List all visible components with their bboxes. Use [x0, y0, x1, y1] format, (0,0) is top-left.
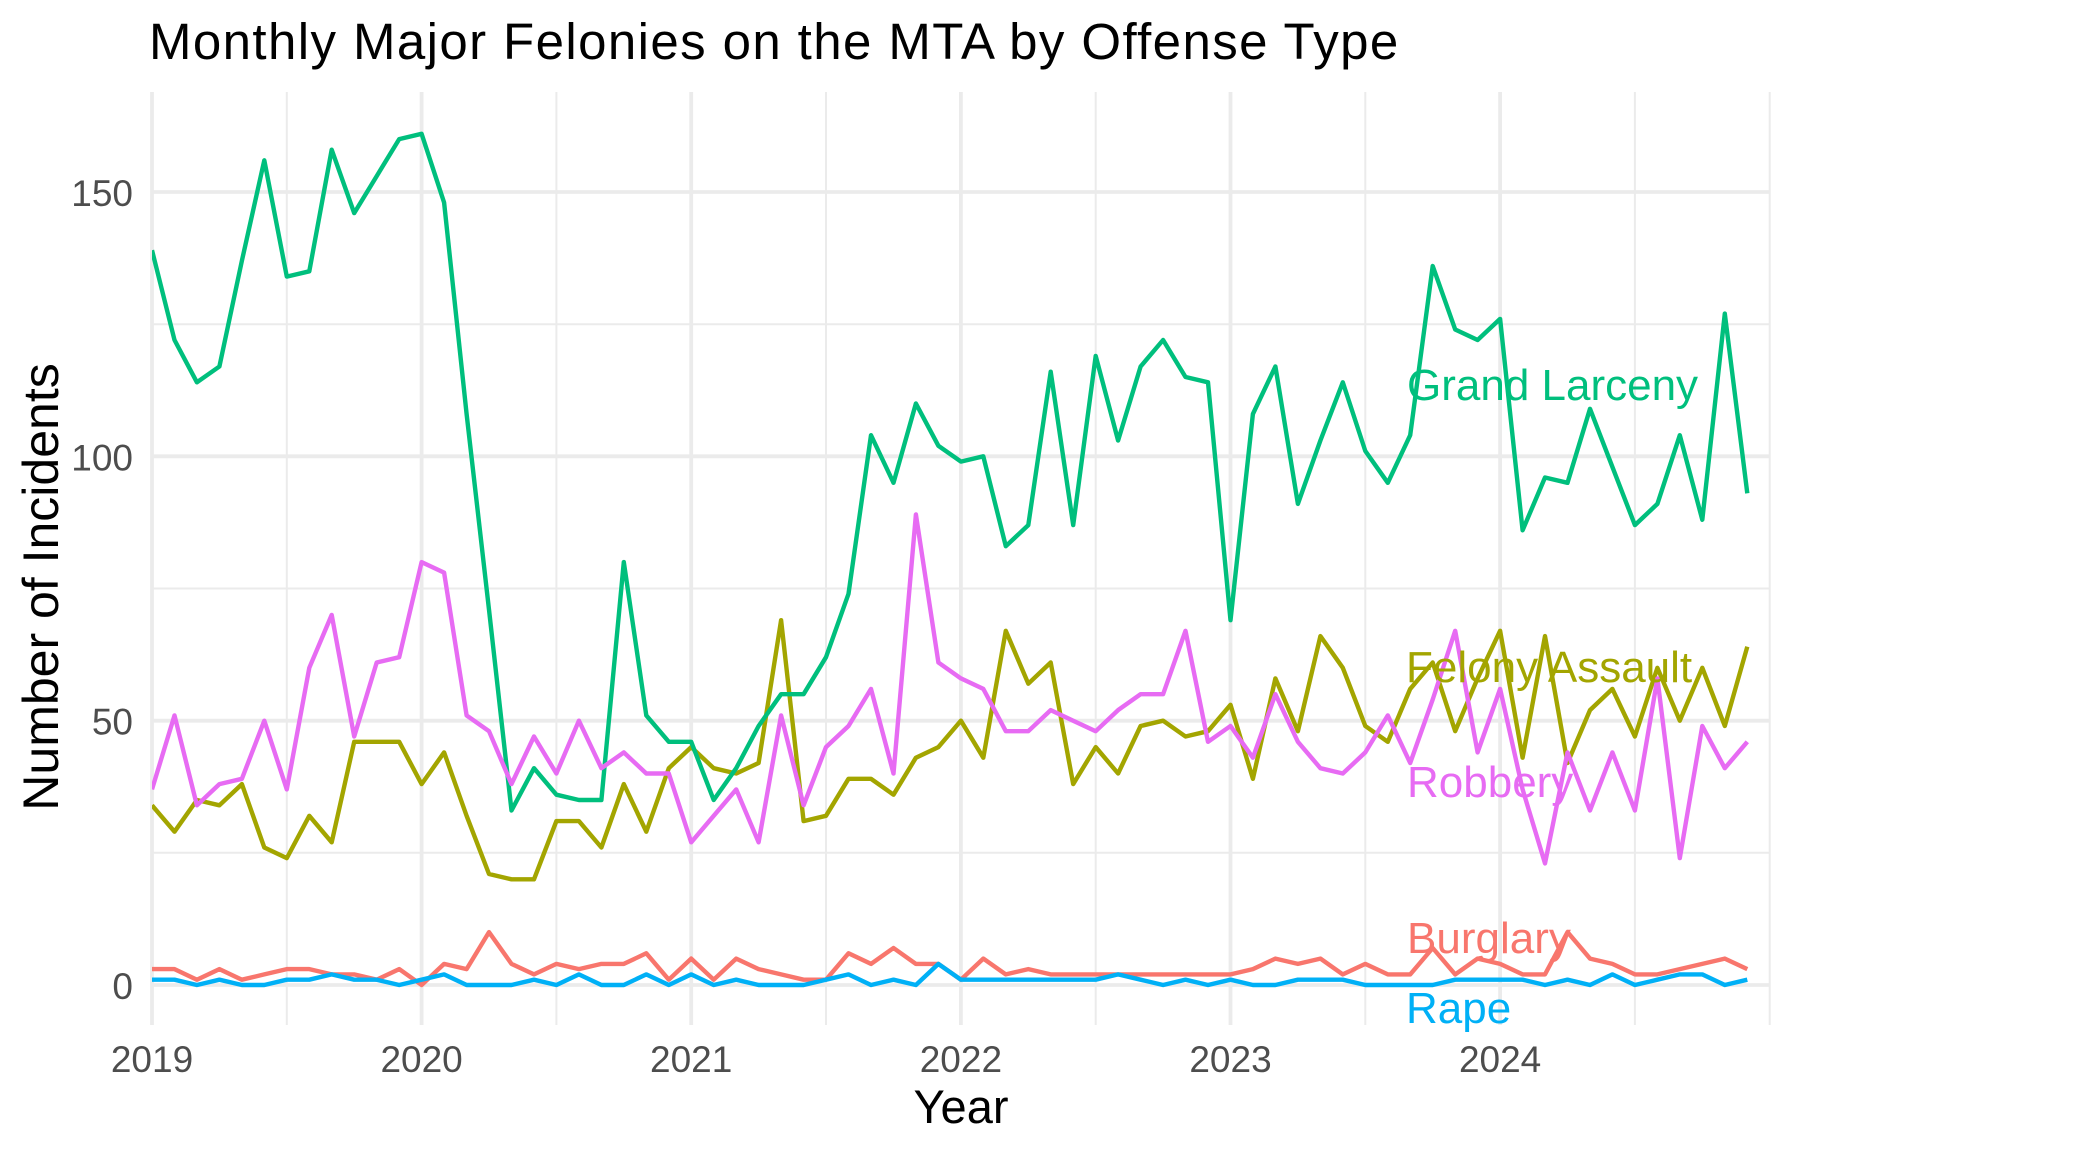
- svg-text:Year: Year: [914, 1080, 1009, 1133]
- svg-text:Grand Larceny: Grand Larceny: [1407, 361, 1698, 410]
- svg-text:100: 100: [71, 437, 133, 478]
- svg-text:Rape: Rape: [1406, 984, 1511, 1033]
- svg-text:Felony Assault: Felony Assault: [1406, 643, 1692, 692]
- svg-text:150: 150: [71, 173, 133, 214]
- svg-text:2021: 2021: [650, 1039, 732, 1080]
- svg-text:Number of Incidents: Number of Incidents: [13, 363, 69, 810]
- svg-text:2024: 2024: [1459, 1039, 1541, 1080]
- svg-text:Robbery: Robbery: [1407, 758, 1573, 807]
- svg-text:2019: 2019: [111, 1039, 193, 1080]
- svg-text:2022: 2022: [920, 1039, 1002, 1080]
- svg-text:0: 0: [112, 966, 133, 1007]
- svg-text:Burglary: Burglary: [1407, 914, 1571, 963]
- svg-text:2023: 2023: [1189, 1039, 1271, 1080]
- svg-text:50: 50: [92, 702, 133, 743]
- svg-text:Monthly Major Felonies on the: Monthly Major Felonies on the MTA by Off…: [149, 13, 1400, 70]
- svg-text:2020: 2020: [380, 1039, 462, 1080]
